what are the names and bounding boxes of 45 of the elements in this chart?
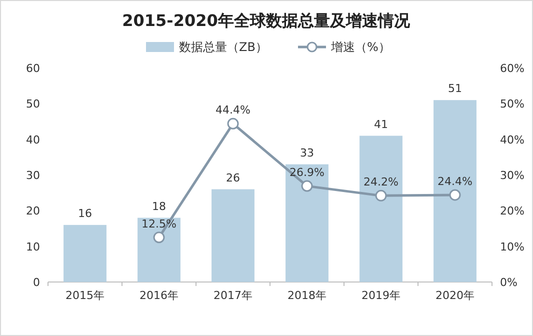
- data-label: 44.4%: [216, 104, 250, 117]
- data-label: 26: [226, 171, 240, 184]
- x-tick-label: 2019年: [362, 289, 400, 302]
- x-tick-label: 2015年: [66, 289, 104, 302]
- data-label: 41: [374, 118, 388, 131]
- x-tick-label: 2016年: [140, 289, 178, 302]
- y2-tick-label: 50%: [500, 98, 524, 111]
- y-tick-label: 50: [26, 98, 40, 111]
- bar: [64, 224, 106, 282]
- y2-tick-label: 10%: [500, 240, 524, 254]
- bar: [138, 218, 180, 282]
- data-label: 12.5%: [142, 217, 176, 230]
- bar: [212, 189, 254, 282]
- y-tick-label: 0: [33, 276, 40, 289]
- y-tick-label: 20: [26, 204, 40, 218]
- y2-tick-label: 60%: [500, 62, 524, 75]
- y-tick-label: 10: [26, 240, 40, 254]
- data-label: 16: [78, 206, 92, 220]
- legend-label: 增速（%）: [330, 40, 390, 54]
- y2-tick-label: 20%: [500, 204, 524, 218]
- y-tick-label: 60: [26, 62, 40, 75]
- point: [153, 232, 165, 244]
- data-label: 24.4%: [438, 174, 472, 188]
- bar: [286, 164, 328, 282]
- bar: [434, 100, 476, 282]
- y2-tick-label: 40%: [500, 133, 524, 146]
- data-label: 33: [300, 146, 314, 160]
- x-tick-label: 2018年: [288, 289, 326, 302]
- x-tick-label: 2017年: [214, 289, 252, 302]
- x-tick-label: 2020年: [436, 289, 474, 302]
- y2-tick-label: 0%: [500, 276, 518, 289]
- bar: [360, 136, 402, 282]
- y2-tick-label: 30%: [500, 169, 524, 182]
- data-label: 51: [448, 82, 462, 96]
- point: [449, 189, 461, 201]
- legend-label: 数据总量（ZB）: [179, 40, 268, 54]
- data-label: 24.2%: [364, 176, 398, 189]
- point: [301, 180, 313, 192]
- y-tick-label: 40: [26, 133, 40, 146]
- data-label: 18: [152, 200, 166, 213]
- y-tick-label: 30: [26, 169, 40, 182]
- point: [375, 190, 387, 202]
- point: [227, 118, 239, 130]
- data-label: 26.9%: [290, 166, 324, 180]
- chart-title: 2015-2020年全球数据总量及增速情况: [122, 11, 411, 30]
